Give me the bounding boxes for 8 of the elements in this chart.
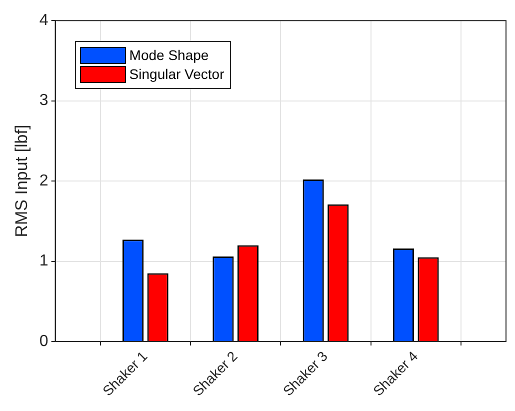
- y-axis-title: RMS Input [lbf]: [12, 124, 31, 238]
- y-tick-label: 1: [39, 252, 48, 270]
- legend-label: Singular Vector: [129, 66, 224, 82]
- legend-label: Mode Shape: [129, 47, 209, 64]
- y-tick-label: 0: [39, 332, 48, 350]
- y-tick-label: 3: [39, 92, 48, 110]
- y-tick-label: 4: [39, 12, 48, 30]
- y-tick-label: 2: [39, 172, 48, 190]
